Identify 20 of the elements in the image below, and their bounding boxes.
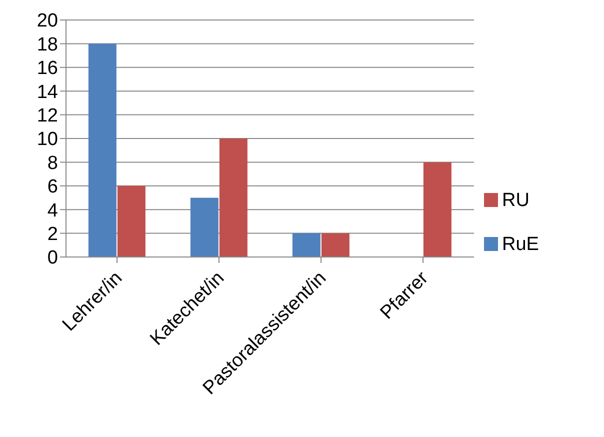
bar	[88, 44, 116, 257]
y-tick-label: 8	[47, 152, 58, 174]
bar	[423, 162, 452, 257]
y-tick-label: 0	[47, 248, 58, 269]
y-tick-label: 14	[36, 82, 58, 103]
y-tick-label: 16	[36, 58, 58, 80]
bar	[292, 233, 320, 257]
bar	[321, 233, 350, 257]
legend-label: RuE	[502, 234, 539, 254]
y-tick-label: 6	[47, 176, 58, 198]
y-tick-label: 2	[47, 224, 58, 246]
legend-label: RU	[502, 190, 530, 210]
y-tick-label: 20	[36, 10, 58, 32]
y-tick-label: 18	[36, 34, 58, 56]
y-tick-label: 4	[47, 200, 58, 222]
bar	[219, 138, 248, 257]
y-tick-label: 12	[36, 106, 58, 127]
bar	[190, 198, 218, 257]
bar	[117, 186, 146, 257]
y-tick-label: 10	[36, 129, 58, 150]
